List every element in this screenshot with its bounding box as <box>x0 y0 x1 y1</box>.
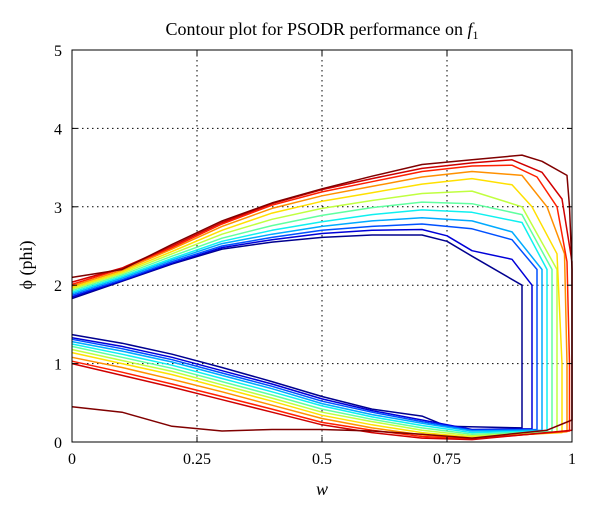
title-subscript: 1 <box>472 28 478 42</box>
y-tick-label-1: 1 <box>54 357 62 374</box>
contour-line-5 <box>71 201 553 435</box>
x-tick-label-1: 0.25 <box>183 451 211 468</box>
axis-ticks: 0 0.25 0.5 0.75 1 0 1 2 3 4 5 <box>54 43 576 468</box>
contour-lines <box>71 154 573 441</box>
x-tick-label-0: 0 <box>68 451 76 468</box>
contour-line-9 <box>71 164 571 440</box>
y-tick-label-0: 0 <box>54 435 62 452</box>
x-tick-label-4: 1 <box>568 451 576 468</box>
contour-line-3 <box>71 217 543 432</box>
contour-line-0 <box>71 234 523 429</box>
y-tick-label-3: 3 <box>54 200 62 217</box>
y-axis-title: ϕ (phi) <box>16 241 37 290</box>
x-axis-title: w <box>316 479 328 499</box>
chart-title: Contour plot for PSODR performance on f1 <box>166 19 479 42</box>
y-tick-label-4: 4 <box>54 121 62 138</box>
contour-line-1 <box>71 228 533 431</box>
y-tick-label-2: 2 <box>54 278 62 295</box>
x-tick-label-3: 0.75 <box>433 451 461 468</box>
contour-line-7 <box>71 177 563 439</box>
contour-line-2 <box>71 223 538 431</box>
x-tick-label-2: 0.5 <box>312 451 332 468</box>
contour-line-4 <box>71 209 548 434</box>
title-symbol: f <box>467 19 475 39</box>
contour-line-10 <box>71 159 573 441</box>
y-tick-label-5: 5 <box>54 43 62 60</box>
contour-line-8 <box>71 170 568 439</box>
title-prefix: Contour plot for PSODR performance on <box>166 19 468 39</box>
grid-lines <box>72 50 572 442</box>
